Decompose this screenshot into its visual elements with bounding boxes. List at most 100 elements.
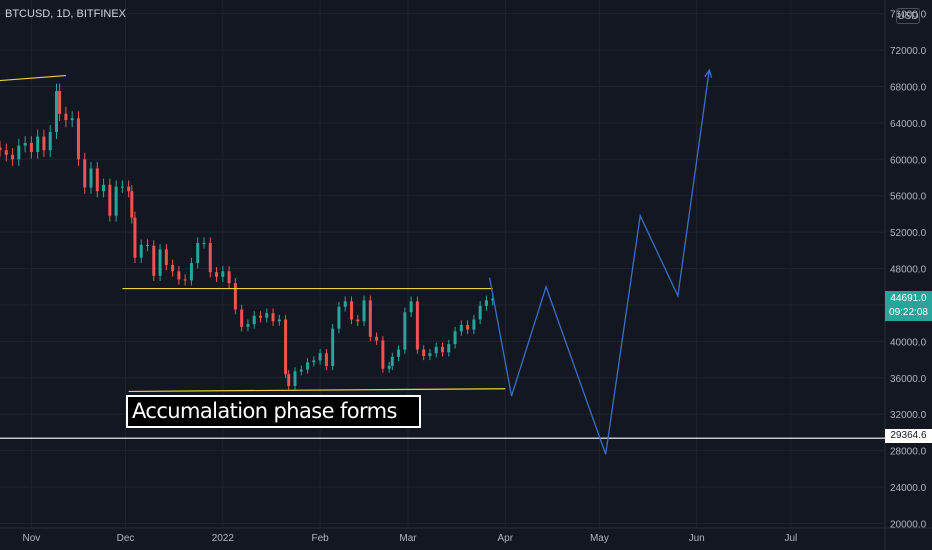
candle-body — [356, 319, 360, 322]
candle-body — [202, 243, 206, 245]
candle-body — [215, 272, 219, 277]
candle-body — [89, 168, 93, 188]
y-tick-label: 36000.0 — [890, 374, 927, 385]
candle-body — [221, 271, 225, 277]
candle-body — [349, 301, 353, 320]
candle-body — [164, 249, 168, 265]
candle-body — [478, 305, 482, 320]
candle-body — [171, 264, 175, 272]
trendline — [0, 74, 66, 82]
y-tick-label: 28000.0 — [890, 447, 927, 458]
y-tick-label: 52000.0 — [890, 228, 927, 239]
candle-body — [293, 371, 297, 386]
candle-body — [208, 243, 212, 273]
candle-body — [415, 301, 419, 350]
candle-body — [158, 249, 162, 276]
candle-body — [189, 263, 193, 281]
candle-body — [390, 356, 394, 366]
candle-body — [36, 136, 40, 153]
y-tick-label: 60000.0 — [890, 155, 927, 166]
candle-body — [337, 306, 341, 329]
candle-body — [459, 324, 463, 332]
candle-body — [258, 315, 262, 318]
candle-body — [362, 300, 366, 322]
accumulation-annotation[interactable]: Accumalation phase forms — [126, 395, 421, 428]
candle-body — [54, 91, 58, 132]
candle-body — [397, 349, 401, 357]
y-tick-label: 56000.0 — [890, 192, 927, 203]
y-tick-label: 40000.0 — [890, 337, 927, 348]
candle-body — [95, 168, 99, 192]
last-price-tag: 44691.0 09:22:08 — [885, 291, 932, 321]
candle-body — [58, 91, 62, 114]
candle-body — [434, 346, 438, 354]
candle-body — [146, 244, 149, 246]
candle-body — [312, 360, 316, 363]
y-tick-label: 32000.0 — [890, 410, 927, 421]
candle-body — [240, 309, 244, 327]
candle-body — [102, 184, 106, 192]
candle-body — [70, 118, 74, 121]
y-tick-label: 68000.0 — [890, 82, 927, 93]
y-tick-label: 48000.0 — [890, 265, 927, 276]
x-tick-label: Dec — [117, 533, 135, 544]
x-tick-label: 2022 — [212, 533, 235, 544]
candle-body — [299, 369, 303, 372]
candle-body — [422, 349, 426, 356]
candle-body — [484, 300, 488, 306]
candle-body — [472, 319, 476, 330]
x-tick-label: Jul — [784, 533, 797, 544]
candle-body — [227, 271, 231, 284]
candle-body — [381, 340, 385, 369]
candle-body — [42, 136, 46, 151]
candle-body — [375, 336, 379, 341]
candle-body — [120, 186, 124, 188]
candle-body — [64, 113, 68, 121]
candle-body — [403, 312, 407, 350]
candle-body — [428, 353, 432, 356]
candle-body — [233, 283, 237, 310]
candle-body — [108, 184, 112, 216]
candle-body — [453, 331, 457, 345]
candle-body — [130, 191, 134, 218]
x-tick-label: Nov — [22, 533, 40, 544]
candle-body — [277, 319, 281, 322]
candle-body — [246, 324, 250, 327]
candle-body — [11, 154, 15, 160]
y-tick-label: 76000.0 — [890, 10, 927, 21]
candle-body — [48, 132, 52, 151]
candle-body — [306, 362, 310, 370]
candle-body — [139, 244, 143, 258]
candle-body — [127, 186, 131, 192]
y-tick-label: 24000.0 — [890, 483, 927, 494]
candle-body — [343, 301, 347, 307]
x-tick-label: May — [590, 533, 609, 544]
candle-body — [271, 313, 275, 322]
candle-body — [284, 319, 288, 375]
candle-body — [17, 145, 21, 160]
countdown-value: 09:22:08 — [889, 307, 928, 318]
candle-body — [466, 324, 470, 330]
candle-body — [447, 344, 451, 353]
candle-body — [265, 313, 269, 318]
candle-body — [29, 142, 33, 153]
y-tick-label: 20000.0 — [890, 519, 927, 530]
x-tick-label: Jun — [689, 533, 705, 544]
candle-body — [76, 118, 80, 160]
y-tick-label: 64000.0 — [890, 119, 927, 130]
last-price-value: 44691.0 — [890, 293, 927, 304]
candle-body — [152, 245, 156, 276]
symbol-label: BTCUSD, 1D, BITFINEX — [5, 8, 127, 20]
candle-body — [387, 365, 391, 369]
projection-arrowhead — [704, 68, 713, 78]
currency-button[interactable]: USD — [896, 8, 920, 24]
candle-body — [4, 150, 8, 155]
x-tick-label: Apr — [497, 533, 513, 544]
candle-body — [133, 217, 137, 258]
trendline — [128, 388, 506, 393]
candle-body — [409, 301, 413, 313]
candle-body — [196, 243, 200, 264]
candle-body — [177, 271, 181, 280]
candle-body — [368, 300, 372, 337]
